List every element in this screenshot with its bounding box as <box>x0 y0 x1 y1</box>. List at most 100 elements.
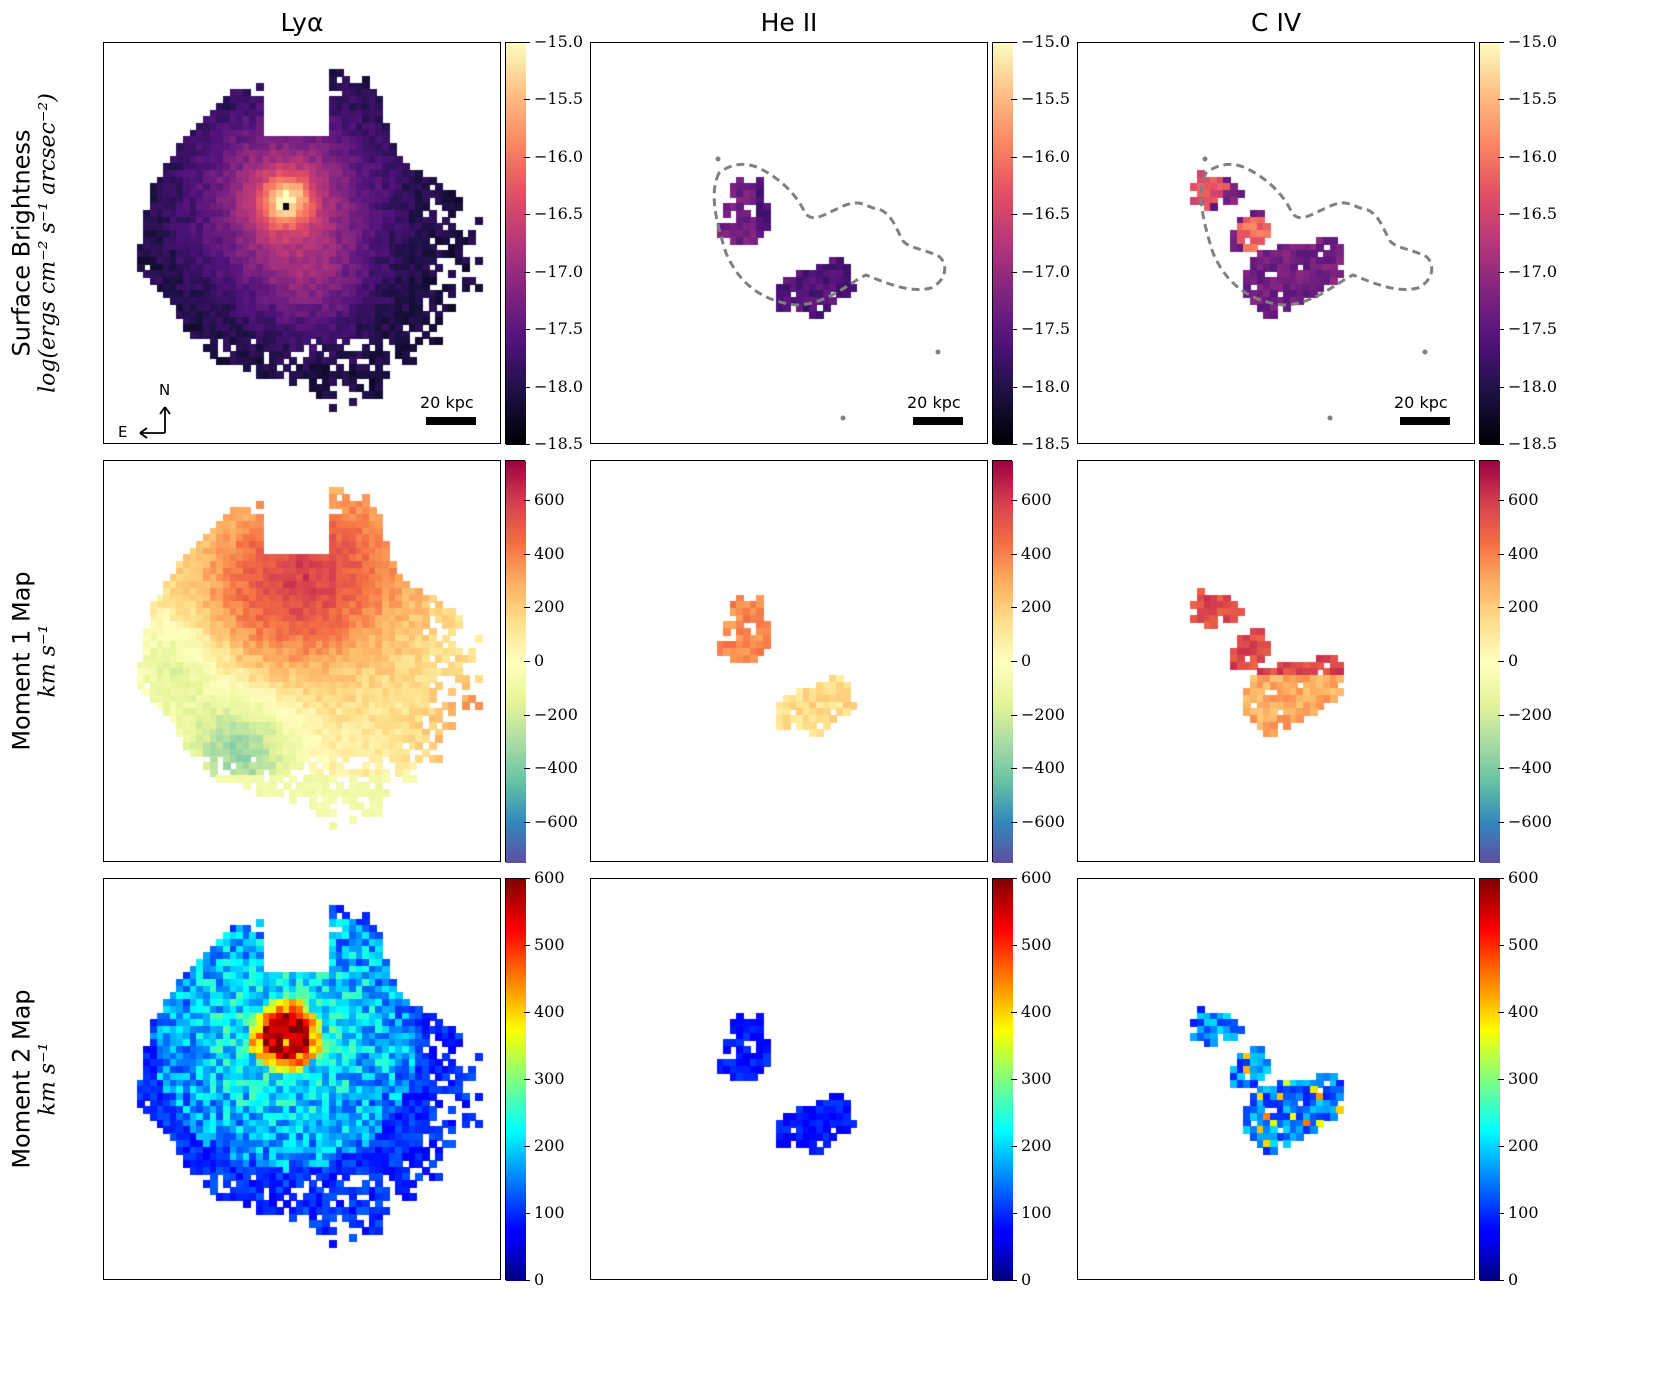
heatmap-canvas <box>591 879 987 1279</box>
scalebar <box>1400 417 1450 425</box>
row-label-text: Surface Brightness log(ergs cm⁻² s⁻¹ arcs… <box>8 93 61 393</box>
scalebar <box>426 417 476 425</box>
panel-he-ii-surface-brightness: 20 kpc <box>590 42 988 444</box>
colorbar-tick-label: 100 <box>1508 1203 1539 1222</box>
colorbar-gradient <box>506 879 526 1281</box>
colorbar-tick-label: −16.5 <box>1508 204 1558 224</box>
row-title: Surface Brightness <box>7 129 36 357</box>
colorbar-tick-label: −18.0 <box>1508 376 1558 396</box>
colorbar-tick <box>1498 821 1504 823</box>
colorbar-tick-label: −15.5 <box>1508 89 1558 109</box>
colorbar-tick <box>1011 1146 1017 1147</box>
compass <box>139 406 171 439</box>
colorbar-tick <box>1011 214 1017 216</box>
colorbar-tick-label: −15.5 <box>1021 89 1071 109</box>
row-label-text: Moment 1 Map km s⁻¹ <box>8 571 61 750</box>
colorbar-tick <box>524 1079 530 1080</box>
colorbar-gradient <box>1480 879 1500 1281</box>
colorbar-tick <box>1011 661 1017 662</box>
colorbar-tick <box>1498 607 1504 609</box>
panel-he-ii-moment-2-map <box>590 878 988 1280</box>
east-arrowhead <box>139 432 148 439</box>
colorbar-tick-label: −15.0 <box>534 32 584 51</box>
colorbar-tick <box>1498 1146 1504 1147</box>
colorbar-tick-label: −15.0 <box>1508 32 1558 51</box>
scalebar-label: 20 kpc <box>420 393 474 412</box>
panel-he-ii-moment-1-map <box>590 460 988 862</box>
colorbar-tick <box>1498 553 1504 555</box>
colorbar <box>992 878 1013 1281</box>
heatmap-canvas <box>104 879 500 1279</box>
colorbar-tick-label: 500 <box>1021 935 1052 954</box>
heatmap-canvas <box>104 461 500 861</box>
heatmap-canvas <box>591 461 987 861</box>
colorbar-tick <box>1011 1213 1017 1214</box>
colorbar-tick <box>524 329 530 331</box>
panel-ly--moment-1-map <box>103 460 501 862</box>
colorbar-tick <box>524 444 530 445</box>
colorbar-tick-label: −18.5 <box>534 434 584 453</box>
colorbar-tick <box>524 156 530 158</box>
contour-path <box>712 162 947 307</box>
colorbar-tick <box>524 1146 530 1147</box>
colorbar-tick <box>524 945 530 946</box>
colorbar-tick-label: 0 <box>1508 1270 1519 1289</box>
colorbar-tick-label: 200 <box>1021 597 1052 617</box>
colorbar-tick-label: 400 <box>534 543 565 563</box>
colorbar-tick <box>1011 386 1017 388</box>
colorbar-tick <box>524 1280 530 1281</box>
colorbar-tick <box>1011 444 1017 445</box>
colorbar-tick-label: 400 <box>1021 543 1052 563</box>
contour-island <box>935 349 941 355</box>
colorbar-tick-label: −16.0 <box>1021 146 1071 166</box>
colorbar-tick <box>1498 1079 1504 1080</box>
column-title: He II <box>760 8 818 37</box>
colorbar-tick-label: −16.0 <box>1508 146 1558 166</box>
row-label-text: Moment 2 Map km s⁻¹ <box>8 989 61 1168</box>
colorbar-tick-label: −17.5 <box>1021 319 1071 339</box>
colorbar-tick-label: −18.0 <box>534 376 584 396</box>
colorbar-tick-label: 400 <box>1508 1002 1539 1021</box>
colorbar-tick-label: 500 <box>534 935 565 954</box>
colorbar-tick <box>524 661 530 662</box>
colorbar-tick <box>1498 386 1504 388</box>
colorbar-tick-label: 0 <box>1021 1270 1032 1289</box>
colorbar-tick-label: 200 <box>1508 1136 1539 1155</box>
colorbar-tick-label: 200 <box>534 597 565 617</box>
colorbar-tick-label: −17.5 <box>1508 319 1558 339</box>
compass-north-label: N <box>159 381 171 399</box>
colorbar-tick-label: −16.5 <box>1021 204 1071 224</box>
colorbar-tick <box>524 821 530 823</box>
colorbar-tick-label: −200 <box>1021 704 1065 724</box>
colorbar-tick <box>1011 607 1017 609</box>
colorbar-tick-label: −17.0 <box>1508 261 1558 281</box>
colorbar-tick-label: 600 <box>1508 490 1539 510</box>
colorbar-tick <box>1498 444 1504 445</box>
colorbar-tick <box>1011 1280 1017 1281</box>
colorbar-tick-label: 600 <box>1508 868 1539 887</box>
colorbar-tick-label: −17.5 <box>534 319 584 339</box>
colorbar-gradient <box>506 43 526 445</box>
colorbar-tick <box>1011 553 1017 555</box>
row-title: Moment 2 Map <box>7 989 36 1169</box>
colorbar-tick-label: 300 <box>534 1069 565 1088</box>
colorbar-tick-label: −17.0 <box>1021 261 1071 281</box>
panel-ly--surface-brightness: 20 kpc N E <box>103 42 501 444</box>
colorbar <box>1479 878 1500 1281</box>
colorbar-tick <box>524 214 530 216</box>
heatmap-canvas <box>1078 461 1474 861</box>
colorbar-tick <box>524 714 530 716</box>
colorbar-tick-label: 0 <box>534 1270 545 1289</box>
colorbar-tick-label: 600 <box>534 868 565 887</box>
colorbar-tick <box>1011 99 1017 101</box>
colorbar-tick <box>524 386 530 388</box>
colorbar-tick <box>524 878 530 879</box>
colorbar <box>505 878 526 1281</box>
colorbar-gradient <box>993 43 1013 445</box>
colorbar-tick <box>1011 156 1017 158</box>
colorbar-gradient <box>1480 461 1500 863</box>
colorbar-tick-label: −17.0 <box>534 261 584 281</box>
colorbar-tick <box>1011 271 1017 273</box>
colorbar-tick-label: 200 <box>534 1136 565 1155</box>
colorbar-tick <box>1011 878 1017 879</box>
